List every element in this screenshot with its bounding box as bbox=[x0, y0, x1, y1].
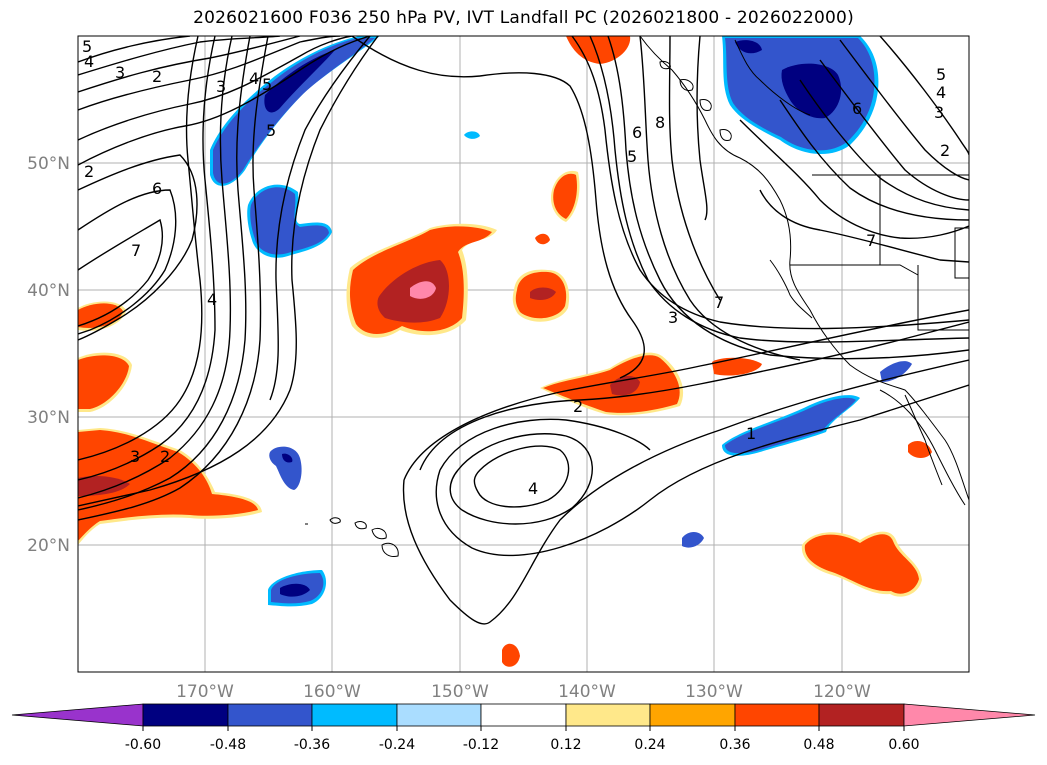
lon-label: 120°W bbox=[813, 682, 871, 702]
colorbar-extend-right bbox=[903, 703, 1036, 727]
contour-label: 3 bbox=[130, 447, 140, 466]
coastlines bbox=[305, 36, 969, 557]
contour-label: 3 bbox=[668, 308, 678, 327]
colorbar-segment bbox=[142, 703, 229, 727]
contour-label: 2 bbox=[940, 141, 950, 160]
contour-label: 3 bbox=[934, 103, 944, 122]
map-area: 5 4 3 2 3 4 5 5 6 7 4 2 3 2 4 6 5 8 7 3 … bbox=[78, 36, 969, 672]
contour-labels: 5 4 3 2 3 4 5 5 6 7 4 2 3 2 4 6 5 8 7 3 … bbox=[82, 37, 950, 498]
contour-label: 5 bbox=[936, 65, 946, 84]
contour-label: 7 bbox=[131, 241, 141, 260]
positive-pc-shading bbox=[78, 36, 932, 667]
contour-label: 2 bbox=[160, 447, 170, 466]
contour-label: 6 bbox=[632, 123, 642, 142]
lat-label: 30°N bbox=[27, 408, 70, 428]
lon-label: 150°W bbox=[431, 682, 489, 702]
colorbar-extend-left bbox=[11, 703, 144, 727]
colorbar-segment bbox=[227, 703, 313, 727]
colorbar-segment bbox=[311, 703, 398, 727]
colorbar-tick-label: -0.48 bbox=[210, 737, 246, 753]
colorbar-tick-label: 0.12 bbox=[550, 737, 581, 753]
lat-label: 50°N bbox=[27, 154, 70, 174]
lon-label: 170°W bbox=[176, 682, 234, 702]
lon-label: 130°W bbox=[685, 682, 743, 702]
contour-label: 5 bbox=[82, 37, 92, 56]
contour-label: 5 bbox=[262, 75, 272, 94]
contour-label: 8 bbox=[655, 113, 665, 132]
colorbar-tick-label: 0.24 bbox=[634, 737, 665, 753]
colorbar-segment bbox=[818, 703, 905, 727]
colorbar-tick-label: -0.36 bbox=[294, 737, 330, 753]
colorbar-segment bbox=[565, 703, 651, 727]
latitude-labels: 50°N 40°N 30°N 20°N bbox=[27, 154, 70, 556]
contour-label: 3 bbox=[115, 63, 125, 82]
contour-label: 4 bbox=[84, 52, 94, 71]
colorbar-tick-label: 0.60 bbox=[888, 737, 919, 753]
colorbar-segment bbox=[649, 703, 736, 727]
pv-contours bbox=[78, 36, 969, 625]
contour-label: 6 bbox=[852, 99, 862, 118]
contour-label: 5 bbox=[627, 147, 637, 166]
colorbar-segment bbox=[480, 703, 567, 727]
lon-label: 160°W bbox=[303, 682, 361, 702]
contour-label: 6 bbox=[152, 179, 162, 198]
contour-label: 1 bbox=[746, 424, 756, 443]
colorbar-ticks: -0.60 -0.48 -0.36 -0.24 -0.12 0.12 0.24 … bbox=[125, 726, 920, 753]
colorbar bbox=[11, 703, 1036, 727]
colorbar-tick-label: 0.36 bbox=[719, 737, 750, 753]
lat-label: 40°N bbox=[27, 281, 70, 301]
colorbar-tick-label: -0.12 bbox=[463, 737, 499, 753]
lat-label: 20°N bbox=[27, 536, 70, 556]
lon-label: 140°W bbox=[558, 682, 616, 702]
contour-label: 4 bbox=[249, 69, 259, 88]
contour-label: 2 bbox=[84, 162, 94, 181]
colorbar-segment bbox=[734, 703, 820, 727]
map-border bbox=[77, 35, 970, 673]
contour-label: 4 bbox=[936, 83, 946, 102]
colorbar-segment bbox=[396, 703, 482, 727]
colorbar-tick-label: -0.24 bbox=[379, 737, 415, 753]
contour-label: 4 bbox=[207, 290, 217, 309]
contour-label: 3 bbox=[216, 77, 226, 96]
longitude-labels: 170°W 160°W 150°W 140°W 130°W 120°W bbox=[176, 682, 871, 702]
colorbar-tick-label: -0.60 bbox=[125, 737, 161, 753]
contour-label: 5 bbox=[266, 121, 276, 140]
contour-label: 7 bbox=[714, 293, 724, 312]
contour-label: 7 bbox=[866, 231, 876, 250]
chart-title: 2026021600 F036 250 hPa PV, IVT Landfall… bbox=[193, 8, 854, 28]
contour-label: 2 bbox=[573, 397, 583, 416]
contour-label: 4 bbox=[528, 479, 538, 498]
contour-label: 2 bbox=[152, 67, 162, 86]
colorbar-tick-label: 0.48 bbox=[803, 737, 834, 753]
